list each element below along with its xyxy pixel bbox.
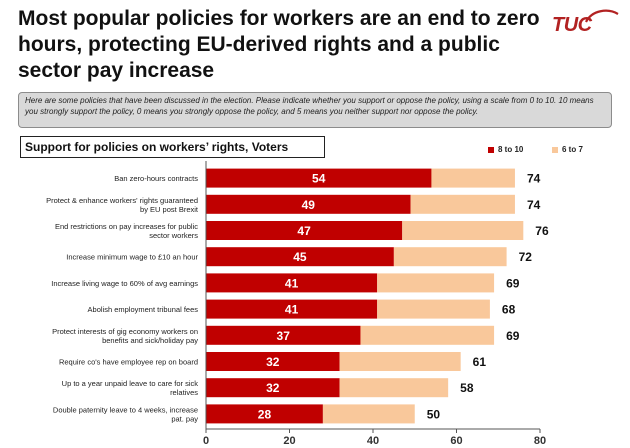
logo-swirl-icon	[585, 9, 619, 23]
bar-8-to-10	[206, 194, 411, 214]
data-label-8-to-10: 47	[297, 224, 311, 238]
x-tick-label: 60	[450, 435, 462, 447]
bar-8-to-10	[206, 352, 340, 371]
bar-8-to-10	[206, 325, 361, 345]
category-label: End restrictions on pay increases for pu…	[55, 222, 198, 240]
x-tick-label: 20	[283, 435, 295, 447]
data-label-8-to-10: 32	[266, 355, 280, 369]
bar-6-to-7	[339, 352, 461, 371]
category-label: Increase living wage to 60% of avg earni…	[51, 279, 198, 288]
legend-swatch	[552, 146, 558, 153]
data-label-total: 69	[506, 329, 520, 343]
bar-8-to-10	[206, 168, 432, 188]
legend-label: 8 to 10	[498, 145, 524, 154]
data-label-8-to-10: 45	[293, 250, 307, 264]
bar-6-to-7	[360, 325, 495, 345]
legend-swatch	[488, 146, 494, 153]
legend-item-6-to-7: 6 to 7	[552, 145, 583, 157]
data-label-total: 61	[473, 355, 487, 369]
legend-item-8-to-10: 8 to 10	[488, 145, 523, 157]
x-tick-label: 80	[534, 435, 546, 447]
bar-6-to-7	[410, 194, 515, 214]
data-label-total: 72	[519, 250, 533, 264]
bar-8-to-10	[206, 404, 323, 424]
tuc-logo: TUC	[552, 8, 622, 42]
category-label: Ban zero-hours contracts	[114, 174, 198, 183]
bar-8-to-10	[206, 221, 403, 240]
category-label: Abolish employment tribunal fees	[88, 305, 199, 314]
data-label-8-to-10: 54	[312, 172, 326, 186]
bar-8-to-10	[206, 273, 378, 293]
data-label-total: 68	[502, 303, 516, 317]
page-title: Most popular policies for workers are an…	[18, 7, 540, 82]
bar-8-to-10	[206, 247, 394, 267]
category-label: Increase minimum wage to £10 an hour	[66, 253, 198, 262]
bar-6-to-7	[377, 273, 495, 293]
data-label-total: 74	[527, 198, 541, 212]
data-label-8-to-10: 41	[285, 276, 299, 290]
bar-6-to-7	[377, 299, 490, 319]
bar-6-to-7	[322, 404, 415, 424]
data-label-8-to-10: 32	[266, 381, 280, 395]
data-label-8-to-10: 49	[302, 198, 316, 212]
x-tick-label: 0	[203, 435, 209, 447]
data-label-total: 69	[506, 276, 520, 290]
bar-6-to-7	[393, 247, 507, 267]
bar-8-to-10	[206, 378, 340, 398]
bar-6-to-7	[339, 378, 449, 398]
data-label-8-to-10: 37	[277, 329, 291, 343]
logo-text: TUC	[552, 14, 592, 36]
bar-8-to-10	[206, 299, 378, 319]
category-label: Up to a year unpaid leave to care for si…	[62, 379, 199, 397]
data-label-total: 74	[527, 172, 541, 186]
data-label-8-to-10: 41	[285, 303, 299, 317]
bar-6-to-7	[402, 221, 524, 240]
data-label-total: 76	[535, 224, 549, 238]
data-label-total: 58	[460, 381, 474, 395]
category-label: Double paternity leave to 4 weeks, incre…	[53, 405, 198, 423]
category-label: Require co's have employee rep on board	[59, 358, 198, 367]
bar-6-to-7	[431, 168, 515, 188]
category-label: Protect interests of gig economy workers…	[52, 327, 198, 345]
category-label: Protect & enhance workers' rights guaran…	[46, 196, 199, 214]
x-tick-label: 40	[367, 435, 379, 447]
data-label-8-to-10: 28	[258, 407, 272, 421]
chart-title: Support for policies on workers’ rights,…	[20, 136, 325, 158]
data-label-total: 50	[427, 407, 441, 421]
survey-question: Here are some policies that have been di…	[18, 92, 612, 128]
legend-label: 6 to 7	[562, 145, 583, 154]
